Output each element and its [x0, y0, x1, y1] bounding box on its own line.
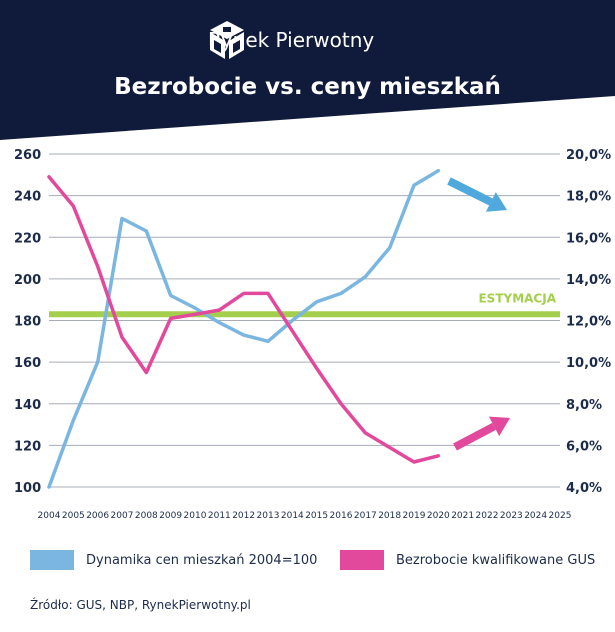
legend-swatch-unemployment: [340, 550, 384, 570]
x-axis-tick-label: 2010: [184, 511, 207, 521]
right-axis-tick-label: 4,0%: [566, 481, 602, 496]
x-axis-tick-label: 2009: [159, 511, 182, 521]
x-axis-tick-label: 2017: [354, 511, 377, 521]
right-axis-tick-label: 6,0%: [566, 439, 602, 454]
header-background: [0, 0, 615, 140]
left-axis-tick-label: 180: [14, 315, 41, 330]
right-axis-tick-label: 20,0%: [566, 148, 611, 163]
x-axis-tick-label: 2021: [451, 511, 474, 521]
x-axis-tick-label: 2004: [38, 511, 61, 521]
x-axis-tick-label: 2020: [427, 511, 450, 521]
left-axis-tick-label: 160: [14, 356, 41, 371]
left-axis-tick-label: 120: [14, 439, 41, 454]
trend-arrow-up-head: [488, 416, 510, 437]
left-axis-tick-label: 200: [14, 273, 41, 288]
x-axis-tick-label: 2005: [62, 511, 85, 521]
x-axis-tick-label: 2023: [500, 511, 523, 521]
right-axis-tick-label: 16,0%: [566, 231, 611, 246]
left-axis-tick-label: 140: [14, 398, 41, 413]
x-axis-tick-label: 2008: [135, 511, 158, 521]
brand-logo: Rynek Pierwotny: [208, 20, 374, 60]
x-axis-tick-label: 2006: [86, 511, 109, 521]
right-axis-tick-label: 14,0%: [566, 273, 611, 288]
chart-area: 100 4,0% 120 6,0% 140 8,0% 160 10,0% 180 12,0% 200…: [14, 148, 611, 521]
legend-item-price: Dynamika cen mieszkań 2004=100: [30, 548, 317, 572]
right-axis-tick-label: 8,0%: [566, 398, 602, 413]
x-axis-tick-label: 2015: [305, 511, 328, 521]
right-axis-tick-label: 10,0%: [566, 356, 611, 371]
left-axis-tick-label: 100: [14, 481, 41, 496]
chart-title: Bezrobocie vs. ceny mieszkań: [114, 74, 501, 100]
x-axis-tick-label: 2011: [208, 511, 231, 521]
x-axis-tick-label: 2012: [232, 511, 255, 521]
left-axis-tick-label: 260: [14, 148, 41, 163]
x-axis-tick-label: 2013: [257, 511, 280, 521]
x-axis-tick-label: 2014: [281, 511, 304, 521]
source-note: Źródło: GUS, NBP, RynekPierwotny.pl: [30, 598, 251, 612]
x-axis-tick-label: 2007: [111, 511, 134, 521]
right-axis-tick-label: 12,0%: [566, 315, 611, 330]
left-axis-tick-label: 240: [14, 190, 41, 205]
x-axis-tick-label: 2024: [524, 511, 547, 521]
cube-logo-icon: [210, 21, 244, 59]
legend-swatch-price: [30, 550, 74, 570]
series-line-price: [47, 168, 441, 489]
x-axis-tick-label: 2022: [476, 511, 499, 521]
x-axis-tick-label: 2016: [330, 511, 353, 521]
estimation-label: ESTYMACJA: [478, 291, 556, 305]
series-line-unemployment: [47, 175, 441, 464]
trend-arrow-down-head: [485, 192, 507, 212]
left-axis-tick-label: 220: [14, 231, 41, 246]
trend-arrow-down-shaft: [447, 177, 493, 206]
legend-label-price: Dynamika cen mieszkań 2004=100: [86, 552, 318, 568]
x-axis-tick-label: 2019: [403, 511, 426, 521]
legend-label-unemployment: Bezrobocie kwalifikowane GUS: [396, 552, 596, 568]
trend-arrow-up-shaft: [453, 422, 496, 451]
header-banner: Rynek Pierwotny Bezrobocie vs. ceny mies…: [0, 0, 615, 140]
x-axis-tick-label: 2018: [378, 511, 401, 521]
right-axis-tick-label: 18,0%: [566, 190, 611, 205]
legend-item-unemployment: Bezrobocie kwalifikowane GUS: [340, 548, 595, 572]
x-axis-tick-label: 2025: [549, 511, 572, 521]
